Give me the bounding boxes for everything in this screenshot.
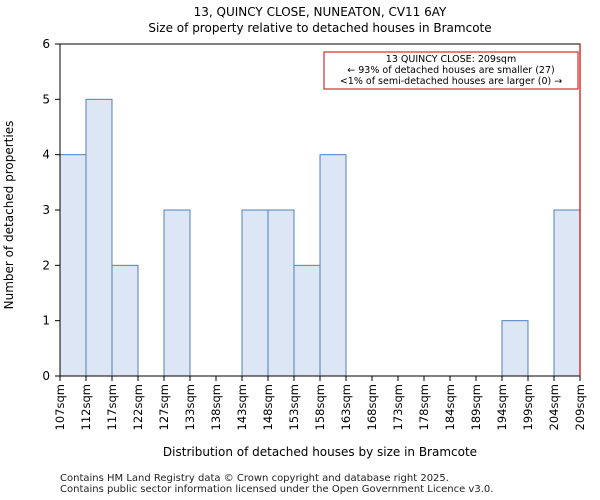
histogram-bar (267, 209, 295, 377)
annotation-box: 13 QUINCY CLOSE: 209sqm ← 93% of detache… (323, 51, 579, 90)
x-tick-label: 168sqm (365, 384, 379, 430)
y-tick-label: 1 (42, 314, 50, 328)
y-axis-ticks: 0 1 2 3 4 5 6 (42, 37, 60, 383)
x-tick-label: 204sqm (547, 384, 561, 430)
x-tick-label: 107sqm (53, 384, 67, 430)
x-tick-label: 173sqm (391, 384, 405, 430)
histogram-bar (319, 154, 347, 377)
bars-group (59, 98, 581, 377)
x-tick-label: 158sqm (313, 384, 327, 430)
y-tick-label: 0 (42, 369, 50, 383)
histogram-bar (163, 209, 191, 377)
y-axis-label: Number of detached properties (2, 121, 16, 310)
annotation-line1: 13 QUINCY CLOSE: 209sqm (386, 54, 516, 65)
x-tick-label: 112sqm (79, 384, 93, 430)
chart-title-line2: Size of property relative to detached ho… (148, 21, 491, 35)
y-tick-label: 5 (42, 92, 50, 106)
x-tick-label: 138sqm (209, 384, 223, 430)
x-tick-label: 148sqm (261, 384, 275, 430)
y-tick-label: 3 (42, 203, 50, 217)
histogram-bar (501, 320, 529, 377)
x-tick-label: 209sqm (573, 384, 587, 430)
x-tick-label: 163sqm (339, 384, 353, 430)
x-tick-label: 143sqm (235, 384, 249, 430)
footer-line2: Contains public sector information licen… (60, 484, 494, 495)
x-tick-label: 122sqm (131, 384, 145, 430)
x-tick-label: 178sqm (417, 384, 431, 430)
annotation-line2: ← 93% of detached houses are smaller (27… (347, 65, 554, 76)
histogram-bar (59, 154, 87, 377)
histogram-bar (293, 264, 321, 377)
histogram-bar (241, 209, 269, 377)
x-tick-label: 199sqm (521, 384, 535, 430)
x-tick-label: 184sqm (443, 384, 457, 430)
chart-title-line1: 13, QUINCY CLOSE, NUNEATON, CV11 6AY (194, 5, 447, 19)
y-tick-label: 6 (42, 37, 50, 51)
x-tick-label: 194sqm (495, 384, 509, 430)
annotation-line3: <1% of semi-detached houses are larger (… (340, 76, 562, 87)
x-tick-label: 189sqm (469, 384, 483, 430)
y-tick-label: 4 (42, 148, 50, 162)
x-tick-label: 127sqm (157, 384, 171, 430)
footer-line1: Contains HM Land Registry data © Crown c… (60, 473, 449, 484)
histogram-bar (85, 98, 113, 377)
annotation-frame (323, 51, 579, 90)
x-axis-label: Distribution of detached houses by size … (163, 445, 477, 459)
x-tick-label: 153sqm (287, 384, 301, 430)
histogram-bar (111, 264, 139, 377)
histogram-bar (553, 209, 581, 377)
y-tick-label: 2 (42, 258, 50, 272)
x-tick-label: 117sqm (105, 384, 119, 430)
x-axis-ticks: 107sqm 112sqm 117sqm 122sqm 127sqm 133sqm 138s… (53, 376, 587, 430)
x-tick-label: 133sqm (183, 384, 197, 430)
